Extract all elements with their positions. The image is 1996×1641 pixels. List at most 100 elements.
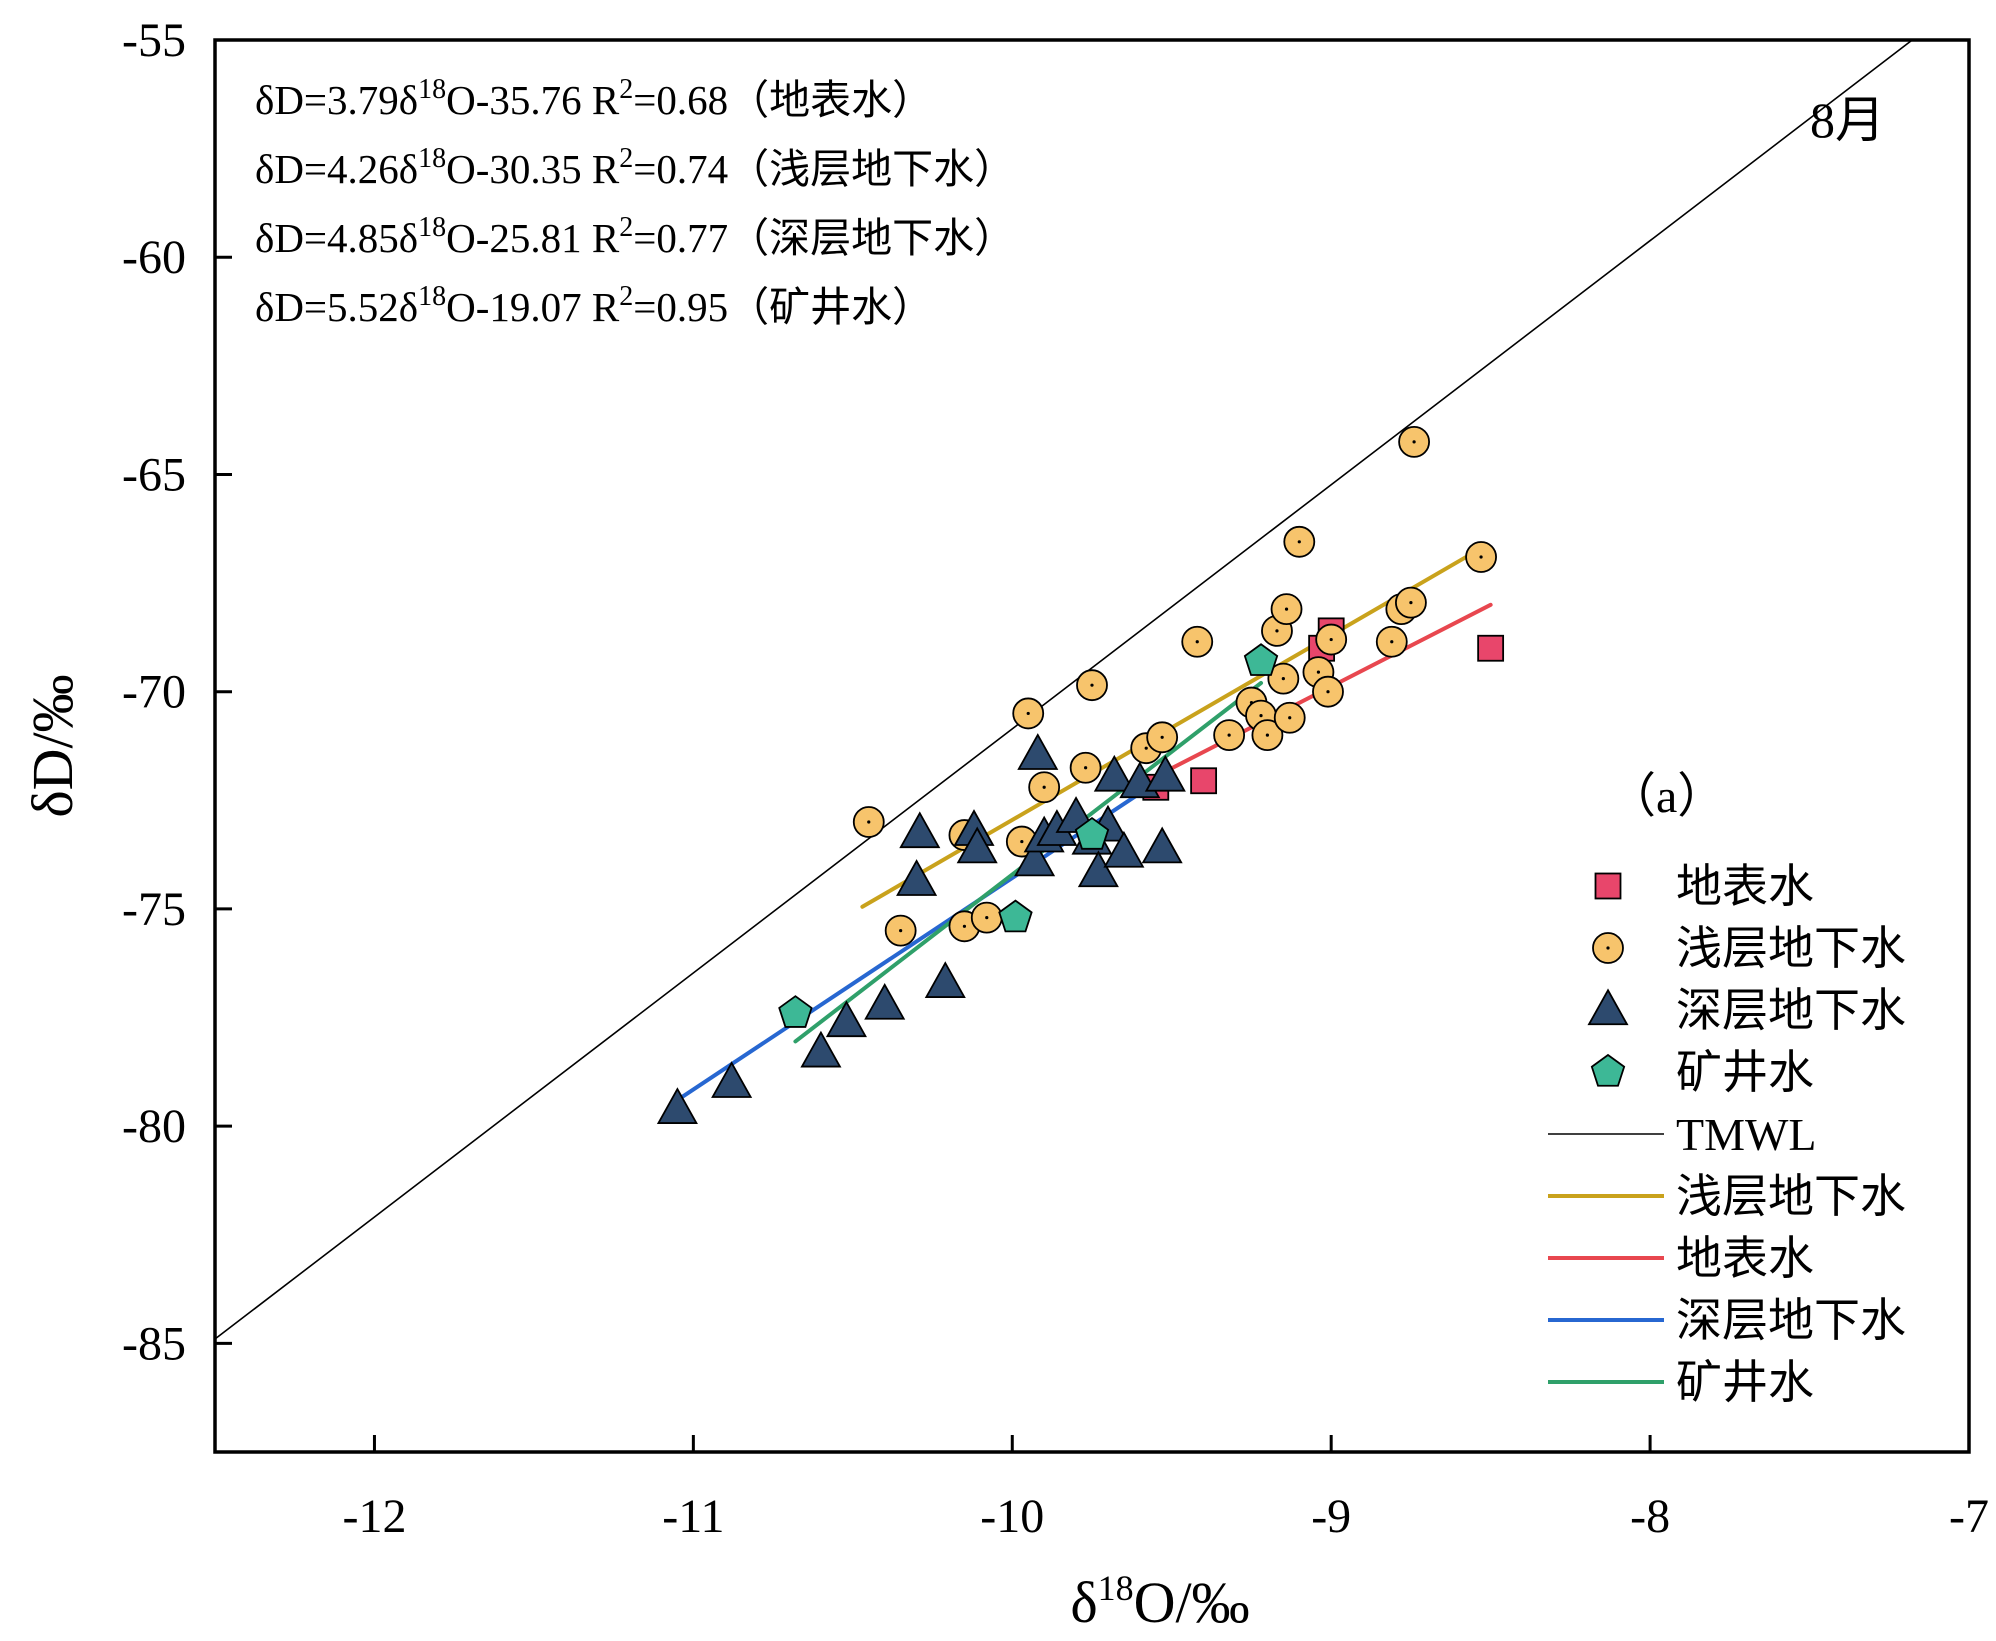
eq-sup: 2 (619, 212, 633, 243)
triangle-point (800, 1030, 842, 1068)
circle-point (1273, 701, 1306, 734)
regression-equation: δD=5.52δ18O-19.07 R2=0.95（矿井水） (255, 281, 933, 330)
eq-part: O-19.07 R (446, 284, 620, 330)
y-tick-label: -75 (122, 883, 186, 936)
circle-point (1012, 697, 1045, 730)
circle-point-center (1026, 711, 1030, 716)
eq-part: =0.68（地表水） (633, 77, 933, 123)
series-triangle (656, 733, 1186, 1124)
circle-point-center (1195, 640, 1199, 644)
circle-point-center (1160, 735, 1164, 739)
circle-point-center (1409, 601, 1413, 605)
circle-point (852, 806, 885, 838)
triangle-point (1017, 733, 1059, 770)
triangle-point (1141, 826, 1183, 864)
legend-label: 地表水 (1676, 1233, 1814, 1284)
legend-entry: 浅层地下水 (1548, 1171, 1906, 1222)
legend-circle-swatch (1592, 932, 1624, 964)
legend-entry: 地表水 (1594, 861, 1814, 912)
triangle-point (956, 826, 998, 864)
circle-point (1398, 425, 1430, 458)
eq-sup: 18 (418, 74, 446, 105)
circle-point (1181, 625, 1214, 658)
legend-label: 浅层地下水 (1676, 1171, 1906, 1222)
x-tick-label: -8 (1630, 1490, 1670, 1543)
circle-point (1076, 669, 1108, 702)
circle-point-center (1326, 690, 1330, 694)
eq-part: δD=5.52δ (255, 284, 418, 330)
eq-sup: 2 (619, 281, 633, 312)
legend-entry: TMWL (1548, 1109, 1817, 1160)
series-circle (852, 425, 1497, 947)
y-tick-label: -85 (122, 1317, 186, 1370)
circle-point-center (1265, 733, 1269, 737)
circle-point-center (1090, 683, 1094, 687)
axis-ticks (215, 255, 1652, 1452)
y-tick-label: -60 (122, 231, 186, 284)
x-axis-title-rest: O/‰ (1134, 1570, 1250, 1635)
x-tick-label: -10 (980, 1490, 1044, 1543)
legend-label: 深层地下水 (1676, 1295, 1906, 1346)
regression-equations: δD=3.79δ18O-35.76 R2=0.68（地表水）δD=4.26δ18… (255, 74, 1015, 330)
circle-point-center (962, 924, 967, 928)
eq-sup: 2 (619, 74, 633, 105)
y-tick-label: -55 (122, 14, 186, 67)
triangle-point (1144, 754, 1186, 792)
legend-entry: 深层地下水 (1587, 985, 1906, 1036)
eq-sup: 18 (418, 143, 446, 174)
triangle-point (656, 1087, 698, 1124)
legend-label: 浅层地下水 (1676, 923, 1906, 974)
circle-point (1213, 719, 1246, 752)
circle-point (1069, 751, 1102, 784)
y-tick-label: -65 (122, 448, 186, 501)
circle-point-center (1390, 640, 1394, 644)
plot-frame (213, 38, 1971, 1454)
triangle-point (1077, 850, 1119, 888)
legend-entry: 深层地下水 (1548, 1295, 1906, 1346)
circle-point (1312, 675, 1344, 708)
axis-tick-labels: -12 -11 -10 -9 -8 -7 -55 -60 -65 -70 -75 -80 -85 (122, 14, 1989, 1543)
y-tick-label: -80 (122, 1100, 186, 1153)
square-point (1477, 634, 1505, 662)
legend-label: 矿井水 (1676, 1357, 1814, 1408)
eq-sup: 18 (418, 281, 446, 312)
series-pentagon (778, 643, 1279, 1028)
triangle-point (1093, 754, 1135, 792)
circle-point-center (1412, 440, 1416, 444)
circle-point-center (1284, 607, 1289, 611)
regression-equation: δD=4.26δ18O-30.35 R2=0.74（浅层地下水） (255, 143, 1015, 192)
eq-part: O-35.76 R (446, 77, 620, 123)
y-axis-title: δD/‰ (20, 674, 85, 817)
circle-point (970, 901, 1003, 934)
circle-point-center (867, 820, 871, 824)
triangle-point (896, 859, 938, 896)
x-tick-label: -7 (1949, 1490, 1989, 1543)
eq-sup: 2 (619, 143, 633, 174)
circle-point (884, 914, 917, 947)
circle-point-center (1042, 785, 1046, 789)
circle-point-center (899, 929, 903, 933)
x-axis-title-main: δ (1070, 1570, 1097, 1635)
circle-point-center (1281, 677, 1285, 681)
legend-entry: 矿井水 (1590, 1047, 1814, 1098)
circle-point (1315, 623, 1348, 656)
legend-label: TMWL (1676, 1109, 1817, 1160)
circle-point-center (1316, 670, 1321, 674)
x-tick-label: -11 (662, 1490, 724, 1543)
x-tick-label: -12 (342, 1490, 406, 1543)
eq-part: δD=3.79δ (255, 77, 418, 123)
triangle-point (899, 811, 941, 849)
circle-point (1465, 541, 1497, 573)
circle-point (1267, 662, 1300, 695)
circle-point-center (1329, 637, 1333, 642)
circle-point-center (1479, 555, 1483, 559)
triangle-point (864, 982, 906, 1020)
circle-point (1028, 771, 1061, 804)
circle-point (1375, 625, 1408, 658)
eq-part: =0.74（浅层地下水） (633, 146, 1015, 192)
triangle-point (711, 1061, 753, 1098)
legend-label: 地表水 (1676, 861, 1814, 912)
square-point (1190, 767, 1218, 795)
eq-part: =0.95（矿井水） (633, 284, 933, 330)
circle-point-center (1084, 766, 1088, 770)
